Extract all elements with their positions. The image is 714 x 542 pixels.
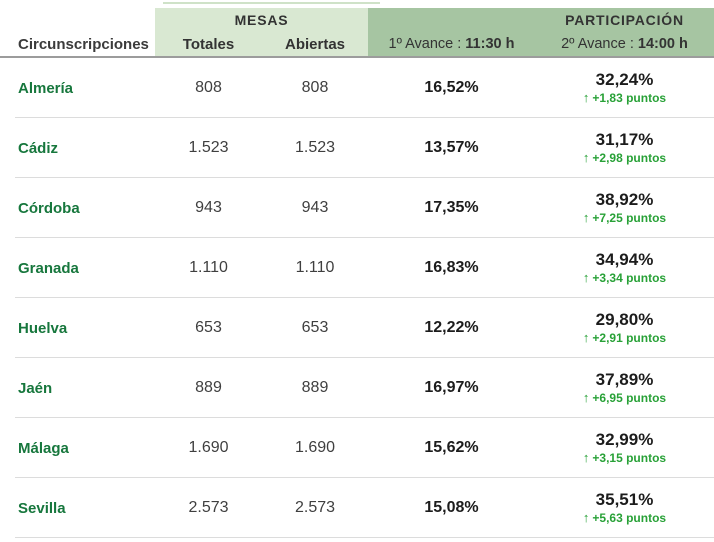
up-arrow-icon: ↑ [582,270,590,286]
delta-value: +3,34 puntos [592,270,667,285]
mesas-abiertas-value: 889 [301,379,329,396]
totales-column-header: Totales [155,32,262,56]
mesas-abiertas-value: 943 [301,199,329,216]
avance1-column-header: 1º Avance : 11:30 h [368,32,535,56]
avance2-cell: 34,94% ↑ +3,34 puntos [535,238,714,298]
avance2-cell: 37,89% ↑ +6,95 puntos [535,358,714,418]
mesas-totales-value: 1.523 [188,139,229,156]
up-arrow-icon: ↑ [582,510,590,526]
mesas-totales-value: 808 [195,79,222,96]
mesas-totales-value: 1.690 [188,439,229,456]
province-name: Cádiz [18,139,59,157]
avance2-value: 38,92% [595,189,654,209]
mesas-abiertas-value: 2.573 [294,499,336,516]
avance2-value: 37,89% [595,369,654,389]
mesas-label: MESAS [234,12,289,28]
province-name: Málaga [18,439,69,457]
province-name: Huelva [18,319,68,337]
table-row: Córdoba 943 943 17,35% 38,92% ↑ +7,25 pu… [0,178,714,238]
avance2-cell: 32,99% ↑ +3,15 puntos [535,418,714,478]
delta-value: +7,25 puntos [592,210,667,225]
avance2-cell: 32,24% ↑ +1,83 puntos [535,58,714,118]
table-row: Almería 808 808 16,52% 32,24% ↑ +1,83 pu… [0,58,714,118]
up-arrow-icon: ↑ [582,210,590,226]
abiertas-column-header: Abiertas [262,32,368,56]
avance1-value: 15,62% [424,439,479,456]
avance1-value: 16,97% [424,379,479,396]
province-name: Sevilla [18,499,66,517]
province-name: Granada [18,259,79,277]
mesas-totales-value: 943 [195,199,222,216]
avance1-value: 13,57% [424,139,479,156]
avance2-value: 32,24% [595,69,654,89]
delta-value: +2,98 puntos [592,150,667,165]
avance2-value: 32,99% [595,429,654,449]
participacion-group-spacer [368,8,535,32]
mesas-abiertas-value: 1.110 [295,259,335,276]
circunscripciones-column-header: Circunscripciones [0,32,155,56]
avance2-column-header: 2º Avance : 14:00 h [535,32,714,56]
mesas-totales-value: 1.110 [189,259,228,276]
avance1-value: 16,83% [424,259,479,276]
mesas-group-header: MESAS [155,8,368,32]
avance2-delta: ↑ +3,34 puntos [582,270,667,286]
province-name: Córdoba [18,199,80,217]
avance2-delta: ↑ +5,63 puntos [582,510,667,526]
avance2-value: 29,80% [595,309,654,329]
avance2-cell: 35,51% ↑ +5,63 puntos [535,478,714,538]
province-name: Jaén [18,379,53,397]
avance1-value: 12,22% [424,319,479,336]
avance2-delta: ↑ +2,91 puntos [582,330,667,346]
avance2-value: 31,17% [595,129,654,149]
up-arrow-icon: ↑ [582,450,590,466]
up-arrow-icon: ↑ [582,90,590,106]
avance2-value: 35,51% [595,489,654,509]
avance1-value: 15,08% [424,499,479,516]
up-arrow-icon: ↑ [582,150,590,166]
delta-value: +3,15 puntos [592,450,667,465]
participacion-label: PARTICIPACIÓN [565,12,684,28]
avance2-time: 14:00 h [637,36,688,52]
delta-value: +5,63 puntos [592,510,667,525]
mesas-abiertas-value: 653 [301,319,329,336]
mesas-totales-value: 2.573 [188,499,229,516]
mesas-abiertas-value: 808 [301,79,329,96]
avance2-value: 34,94% [595,249,654,269]
up-arrow-icon: ↑ [582,330,590,346]
avance2-delta: ↑ +2,98 puntos [582,150,667,166]
table-row: Jaén 889 889 16,97% 37,89% ↑ +6,95 punto… [0,358,714,418]
avance2-delta: ↑ +6,95 puntos [582,390,667,406]
up-arrow-icon: ↑ [582,390,590,406]
avance1-value: 17,35% [424,199,479,216]
avance1-label: 1º Avance : [388,36,466,52]
table-header: MESAS PARTICIPACIÓN Circunscripciones To… [0,8,714,58]
delta-value: +6,95 puntos [592,390,667,405]
avance2-delta: ↑ +1,83 puntos [582,90,667,106]
mesas-totales-value: 653 [195,319,222,336]
header-spacer [0,8,155,32]
table-row: Sevilla 2.573 2.573 15,08% 35,51% ↑ +5,6… [0,478,714,538]
avance2-cell: 31,17% ↑ +2,98 puntos [535,118,714,178]
mesas-totales-value: 889 [195,379,222,396]
participacion-group-header: PARTICIPACIÓN [535,8,714,32]
avance2-delta: ↑ +3,15 puntos [582,450,667,466]
top-edge-line [163,2,380,4]
avance1-value: 16,52% [424,79,479,96]
table-body: Almería 808 808 16,52% 32,24% ↑ +1,83 pu… [0,58,714,538]
table-row: Huelva 653 653 12,22% 29,80% ↑ +2,91 pun… [0,298,714,358]
avance1-time: 11:30 h [465,36,515,52]
avance2-cell: 38,92% ↑ +7,25 puntos [535,178,714,238]
avance2-label: 2º Avance : [561,36,638,52]
delta-value: +1,83 puntos [592,90,667,105]
avance2-cell: 29,80% ↑ +2,91 puntos [535,298,714,358]
mesas-abiertas-value: 1.523 [294,139,336,156]
table-row: Granada 1.110 1.110 16,83% 34,94% ↑ +3,3… [0,238,714,298]
province-name: Almería [18,79,74,97]
mesas-abiertas-value: 1.690 [294,439,336,456]
table-row: Málaga 1.690 1.690 15,62% 32,99% ↑ +3,15… [0,418,714,478]
table-row: Cádiz 1.523 1.523 13,57% 31,17% ↑ +2,98 … [0,118,714,178]
avance2-delta: ↑ +7,25 puntos [582,210,667,226]
delta-value: +2,91 puntos [592,330,667,345]
